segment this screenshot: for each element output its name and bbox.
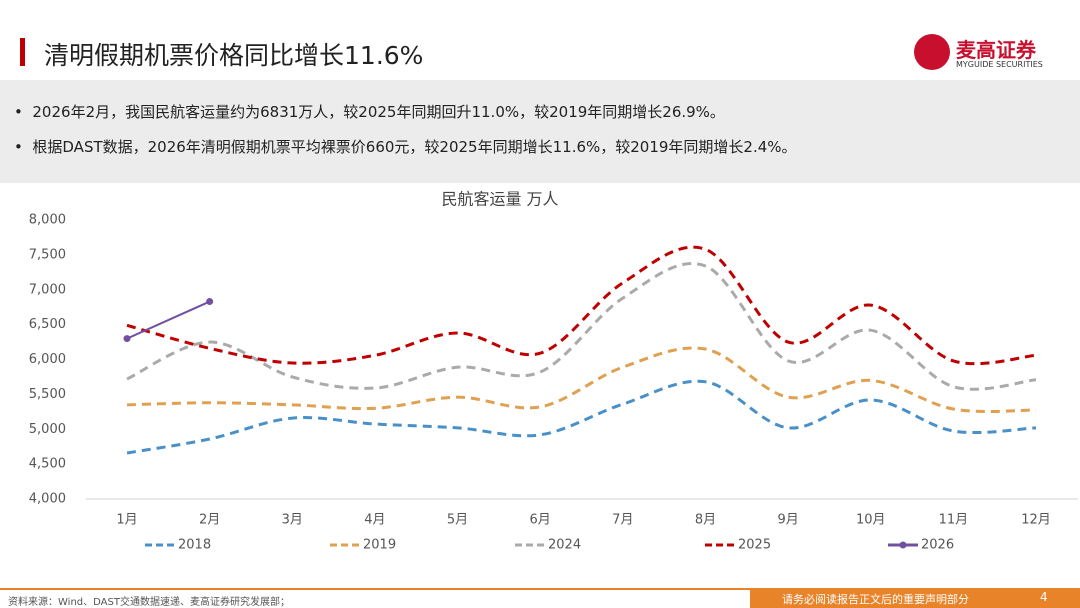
bullet-text: 2026年2月，我国民航客运量约为6831万人，较2025年同期回升11.0%，… — [32, 103, 725, 121]
series-line — [126, 300, 211, 340]
x-tick-label: 5月 — [447, 513, 468, 528]
x-tick-label: 9月 — [777, 513, 798, 528]
bullet-box: • 2026年2月，我国民航客运量约为6831万人，较2025年同期回升11.0… — [0, 80, 1080, 183]
bullet: • 2026年2月，我国民航客运量约为6831万人，较2025年同期回升11.0… — [14, 103, 725, 121]
logo-icon — [914, 34, 950, 70]
y-tick-label: 4,000 — [29, 492, 66, 507]
y-tick-label: 8,000 — [29, 213, 66, 228]
x-tick-label: 10月 — [856, 513, 886, 528]
y-tick-label: 6,500 — [29, 317, 66, 332]
series-line — [126, 262, 1037, 391]
x-tick-label: 4月 — [364, 513, 385, 528]
series-line — [126, 346, 1037, 413]
y-tick-label: 5,000 — [29, 422, 66, 437]
y-tick-label: 7,500 — [29, 247, 66, 262]
footer-bar — [750, 588, 1080, 608]
series-line — [126, 245, 1037, 366]
logo-name: 麦高证券 — [956, 38, 1036, 62]
point — [206, 298, 214, 306]
legend-label: 2025 — [738, 538, 771, 553]
legend-marker — [899, 541, 907, 549]
x-tick-label: 8月 — [695, 513, 716, 528]
x-tick-label: 3月 — [282, 513, 303, 528]
x-tick-label: 12月 — [1021, 513, 1051, 528]
y-tick-label: 4,500 — [29, 457, 66, 472]
logo-sub: MYGUIDE SECURITIES — [956, 60, 1043, 69]
footer-line — [0, 588, 1080, 590]
chart: 民航客运量 万人 4,000 4,500 5,000 5,500 6,000 6,500 7… — [29, 190, 1078, 553]
x-tick-label: 2月 — [199, 513, 220, 528]
bullet: • 根据DAST数据，2026年清明假期机票平均裸票价660元，较2025年同期… — [14, 138, 797, 156]
page-number: 4 — [1040, 590, 1048, 604]
legend-label: 2018 — [178, 538, 211, 553]
series-line — [126, 379, 1037, 455]
y-tick-label: 5,500 — [29, 387, 66, 402]
y-tick-label: 6,000 — [29, 352, 66, 367]
x-tick-label: 1月 — [116, 513, 137, 528]
slide-title: 清明假期机票价格同比增长11.6% — [44, 41, 424, 70]
x-tick-label: 7月 — [612, 513, 633, 528]
legend-label: 2019 — [363, 538, 396, 553]
disclaimer: 请务必阅读报告正文后的重要声明部分 — [782, 593, 969, 606]
chart-title: 民航客运量 万人 — [441, 190, 558, 209]
point — [123, 335, 131, 343]
x-tick-label: 11月 — [939, 513, 969, 528]
x-tick-label: 6月 — [530, 513, 551, 528]
legend-label: 2024 — [548, 538, 581, 553]
legend-label: 2026 — [921, 538, 954, 553]
title-bar — [20, 38, 25, 66]
y-tick-label: 7,000 — [29, 282, 66, 297]
source: 资料来源：Wind、DAST交通数据速递、麦高证券研究发展部； — [8, 597, 290, 608]
bullet-text: 根据DAST数据，2026年清明假期机票平均裸票价660元，较2025年同期增长… — [32, 138, 797, 156]
